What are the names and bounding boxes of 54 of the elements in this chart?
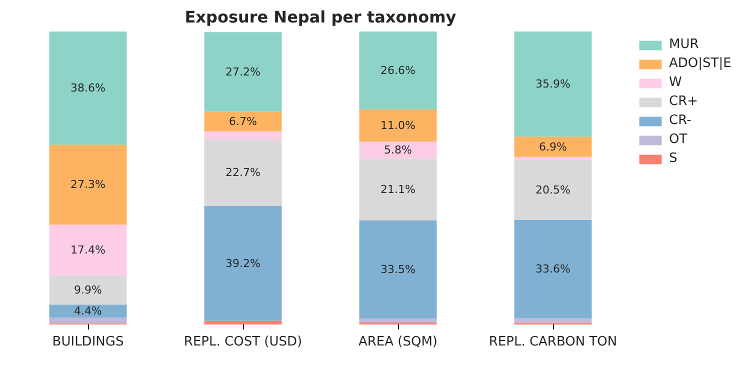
legend-label: ADO|ST|E [669,56,732,71]
data-label: 21.1% [380,183,416,196]
data-label: 35.9% [536,78,570,91]
data-label: 38.6% [70,82,106,95]
bar [359,142,437,159]
data-label: 4.4% [74,304,102,318]
bar [359,32,437,110]
bar [49,144,127,225]
bar [49,32,127,145]
bar [204,139,282,206]
bar [49,317,127,324]
data-label: 9.9% [74,284,102,297]
data-label: 39.2% [226,256,260,270]
legend-label: S [669,151,678,166]
data-label: 33.6% [536,262,570,276]
legend-label: OT [669,132,688,147]
data-label: 20.5% [536,183,570,196]
bar [49,304,127,318]
bar [514,160,592,220]
bar [204,206,282,321]
x-tick-label: AREA (SQM) [358,334,438,350]
bar [49,276,127,305]
data-label: 27.3% [70,178,106,192]
bar [204,320,282,324]
data-label: 6.7% [229,115,257,128]
bar [514,318,592,323]
bar [359,318,437,322]
data-label: 22.7% [226,166,260,180]
x-tick-label: BUILDINGS [52,334,124,350]
bar [359,220,437,319]
data-label: 26.6% [380,64,416,77]
bar [359,109,437,142]
legend-label: W [669,75,683,90]
bar [359,158,437,220]
data-label: 33.5% [380,263,416,276]
data-label: 27.2% [226,65,260,78]
data-label: 6.9% [539,140,567,154]
bar [204,131,282,140]
legend-label: CR+ [669,94,698,109]
data-label: 11.0% [380,119,416,132]
bar [49,224,127,276]
data-label: 5.8% [384,144,412,157]
bar [514,220,592,318]
x-tick-label: REPL. CARBON TON [488,334,618,350]
bar [514,156,592,160]
bar [514,32,592,137]
bar [514,136,592,157]
chart-title: Exposure Nepal per taxonomy [184,8,457,26]
bar [204,112,282,132]
data-label: 17.4% [70,244,106,257]
bar [204,32,282,112]
legend-label: MUR [669,37,699,52]
x-tick-label: REPL. COST (USD) [184,334,302,350]
legend-label: CR- [669,113,692,128]
